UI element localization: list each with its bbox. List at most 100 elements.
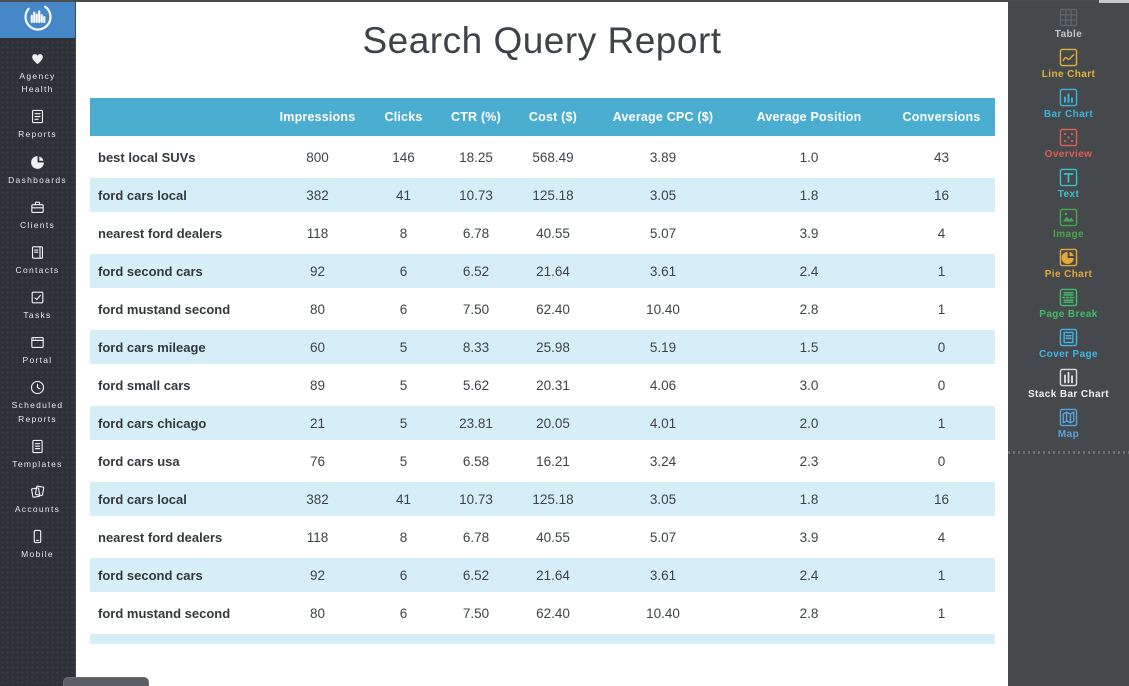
metric-cell: 1.8 [730, 174, 888, 212]
metric-cell: 8.33 [442, 326, 510, 364]
widget-bar-chart[interactable]: Bar Chart [1044, 87, 1093, 121]
table-row: nearest ford dealers 118 8 6.78 40.55 5.07 3.9… [90, 212, 995, 250]
column-header-ctr-: CTR (%) [442, 98, 510, 136]
widget-stack-bar-chart[interactable]: Stack Bar Chart [1028, 367, 1109, 401]
metric-cell: 16 [888, 478, 995, 516]
metric-cell: 41 [365, 478, 442, 516]
sidebar-item-templates[interactable]: Templates [0, 432, 75, 477]
metric-cell: 6.52 [442, 250, 510, 288]
contacts-icon [29, 244, 46, 261]
column-header-clicks: Clicks [365, 98, 442, 136]
sidebar-item-clients[interactable]: Clients [0, 193, 75, 238]
widget-line-chart[interactable]: Line Chart [1042, 47, 1095, 81]
sidebar-item-reports[interactable]: Reports [0, 102, 75, 147]
metric-cell: 5.07 [596, 212, 730, 250]
sidebar-item-agency-health[interactable]: Agency Health [0, 44, 75, 102]
metric-cell: 118 [270, 212, 365, 250]
overview-icon [1058, 127, 1079, 148]
metric-cell: 92 [270, 554, 365, 592]
widget-label: Overview [1044, 149, 1093, 160]
metric-cell: 4.06 [596, 364, 730, 402]
sidebar-item-scheduled-reports[interactable]: Scheduled Reports [0, 373, 75, 431]
query-cell: ford cars chicago [90, 402, 270, 440]
query-cell: best local SUVs [90, 136, 270, 174]
metric-cell: 4 [888, 516, 995, 554]
metric-cell: 2.8 [730, 592, 888, 630]
metric-cell: 382 [270, 174, 365, 212]
metric-cell: 62.40 [510, 592, 596, 630]
widget-label: Pie Chart [1044, 269, 1093, 280]
metric-cell: 40.55 [510, 212, 596, 250]
sidebar-item-tasks[interactable]: Tasks [0, 283, 75, 328]
metric-cell: 125.18 [510, 478, 596, 516]
report-icon [29, 108, 46, 125]
table-widget[interactable]: Impressions Clicks CTR (%) Cost ($) Average … [90, 98, 995, 630]
metric-cell: 6 [365, 288, 442, 326]
sidebar-item-label: Tasks [23, 310, 52, 321]
column-header-average-position: Average Position [730, 98, 888, 136]
sidebar-item-mobile[interactable]: Mobile [0, 522, 75, 567]
pie-chart-icon [1058, 247, 1079, 268]
metric-cell: 568.49 [510, 136, 596, 174]
metric-cell: 23.81 [442, 402, 510, 440]
widget-label: Bar Chart [1043, 109, 1094, 120]
table-row: ford small cars 89 5 5.62 20.31 4.06 3.0 0 [90, 364, 995, 402]
sidebar-item-accounts[interactable]: Accounts [0, 477, 75, 522]
metric-cell: 1 [888, 402, 995, 440]
widget-overview[interactable]: Overview [1045, 127, 1093, 161]
metric-cell: 6.52 [442, 554, 510, 592]
table-row: ford cars usa 76 5 6.58 16.21 3.24 2.3 0 [90, 440, 995, 478]
sidebar-item-portal[interactable]: Portal [0, 328, 75, 373]
metric-cell: 2.8 [730, 288, 888, 326]
table-row: ford cars local 382 41 10.73 125.18 3.05 1.8 16 [90, 174, 995, 212]
query-cell: ford cars local [90, 174, 270, 212]
metric-cell: 6.78 [442, 516, 510, 554]
metric-cell: 1 [888, 554, 995, 592]
bottom-left-partial-control[interactable] [63, 677, 149, 686]
widget-pie-chart[interactable]: Pie Chart [1045, 247, 1093, 281]
partially-visible-next-row [90, 634, 995, 644]
clock-icon [29, 379, 46, 396]
accounts-icon [29, 483, 46, 500]
metric-cell: 3.61 [596, 554, 730, 592]
widget-text[interactable]: Text [1058, 167, 1079, 201]
sidebar-item-label: Scheduled Reports [11, 400, 64, 424]
table-row: best local SUVs 800 146 18.25 568.49 3.89 1.0 4… [90, 136, 995, 174]
sidebar-item-label: Portal [22, 355, 53, 366]
column-header-impressions: Impressions [270, 98, 365, 136]
metric-cell: 21.64 [510, 554, 596, 592]
metric-cell: 21.64 [510, 250, 596, 288]
widget-page-break[interactable]: Page Break [1039, 287, 1097, 321]
scrollbar-fragment[interactable] [1099, 0, 1129, 3]
table-row: ford cars chicago 21 5 23.81 20.05 4.01 2.0 1 [90, 402, 995, 440]
table-row: ford cars mileage 60 5 8.33 25.98 5.19 1.5 0 [90, 326, 995, 364]
line-chart-icon [1058, 47, 1079, 68]
metric-cell: 62.40 [510, 288, 596, 326]
sidebar-item-dashboards[interactable]: Dashboards [0, 148, 75, 193]
widget-table[interactable]: Table [1055, 7, 1082, 41]
widget-label: Table [1054, 29, 1083, 40]
query-cell: ford cars local [90, 478, 270, 516]
sidebar-item-contacts[interactable]: Contacts [0, 238, 75, 283]
query-cell: ford small cars [90, 364, 270, 402]
tasks-icon [29, 289, 46, 306]
page-title: Search Query Report [362, 20, 722, 61]
metric-cell: 382 [270, 478, 365, 516]
widget-cover-page[interactable]: Cover Page [1039, 327, 1098, 361]
briefcase-icon [29, 199, 46, 216]
pie-icon [29, 154, 46, 171]
metric-cell: 8 [365, 212, 442, 250]
widget-image[interactable]: Image [1053, 207, 1084, 241]
templates-icon [29, 438, 46, 455]
app-logo[interactable] [0, 0, 75, 38]
metric-cell: 25.98 [510, 326, 596, 364]
metric-cell: 3.61 [596, 250, 730, 288]
widget-map[interactable]: Map [1058, 407, 1079, 441]
metric-cell: 0 [888, 440, 995, 478]
metric-cell: 20.05 [510, 402, 596, 440]
palette-divider [1008, 451, 1129, 454]
metric-cell: 800 [270, 136, 365, 174]
query-cell: ford second cars [90, 250, 270, 288]
report-canvas: Search Query Report Impressions Clicks CTR… [76, 0, 1008, 686]
primary-nav: Agency Health Reports Dashboards Clients Con… [0, 38, 75, 567]
